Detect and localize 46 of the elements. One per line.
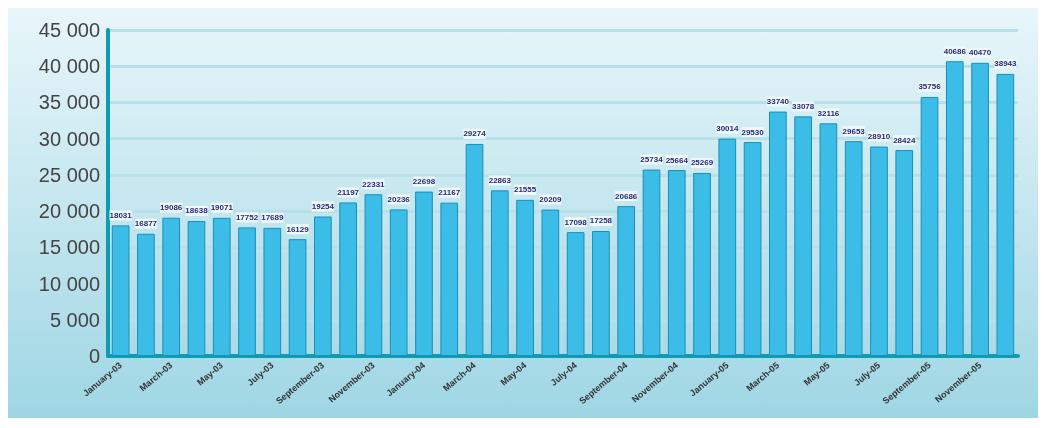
y-tick-label: 15 000 [38,236,100,259]
data-label: 17258 [589,216,613,226]
data-label: 25269 [690,158,714,168]
y-tick-label: 5 000 [49,308,100,331]
data-label: 21555 [513,185,537,195]
data-label: 40686 [943,46,967,56]
data-label: 17098 [564,217,588,227]
data-label: 21167 [438,188,461,198]
data-label: 22698 [412,177,436,187]
data-label: 18031 [109,210,133,220]
data-label: 16129 [286,224,310,234]
y-tick-label: 45 000 [38,19,100,41]
data-label: 16877 [134,219,158,229]
data-label: 38943 [994,59,1018,69]
data-label: 22331 [362,179,386,189]
y-tick-label: 25 000 [38,163,100,186]
data-label: 32116 [817,108,840,118]
data-label: 17752 [235,212,259,222]
data-label: 29530 [741,127,765,137]
data-label: 40470 [968,48,992,58]
y-tick-label: 40 000 [38,55,100,78]
data-label: 19071 [210,203,234,213]
data-label: 30014 [716,124,739,134]
data-label: 19086 [160,203,183,213]
data-label: 25664 [665,155,689,165]
data-label: 21197 [337,187,360,197]
data-label: 28910 [867,132,891,142]
y-tick-label: 0 [88,345,100,367]
y-tick-label: 20 000 [38,200,100,223]
data-label: 17689 [261,213,284,223]
data-label: 20236 [387,194,411,204]
data-label: 29653 [842,126,866,136]
data-label: 33078 [792,101,815,111]
y-tick-label: 10 000 [38,272,100,295]
data-label: 35756 [918,82,942,92]
y-tick-label: 30 000 [38,127,100,150]
data-label: 20209 [539,195,563,205]
data-label: 25734 [640,155,664,165]
data-label: 22863 [488,175,512,185]
data-label: 19254 [311,202,335,212]
y-tick-label: 35 000 [38,91,100,114]
data-label: 28424 [893,135,916,145]
data-label: 20686 [615,191,638,201]
data-label: 33740 [766,97,790,107]
data-label: 29274 [463,129,487,139]
data-label: 18638 [185,206,209,216]
